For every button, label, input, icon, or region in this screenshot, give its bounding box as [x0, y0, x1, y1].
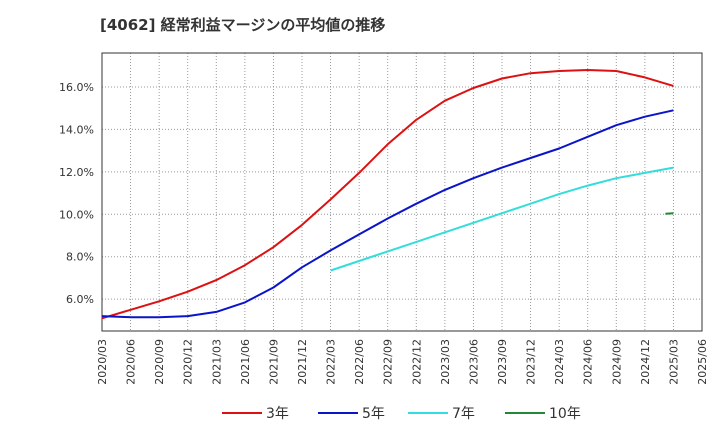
x-tick-label: 2024/06	[582, 339, 595, 385]
y-tick-label: 16.0%	[59, 81, 94, 94]
x-tick-label: 2022/03	[325, 339, 338, 385]
series-line-3	[330, 166, 674, 272]
x-tick-label: 2024/12	[639, 339, 652, 385]
x-tick-label: 2023/06	[467, 339, 480, 385]
y-axis: 6.0% 8.0% 10.0% 12.0% 14.0% 16.0%	[59, 81, 94, 306]
grid	[102, 53, 702, 331]
legend-label: 7年	[452, 406, 475, 422]
x-tick-label: 2023/12	[525, 339, 538, 385]
x-axis: 2020/03 2020/06 2020/09 2020/12 2021/03 2021/…	[96, 339, 709, 385]
legend-label: 3年	[266, 406, 289, 422]
x-tick-label: 2021/03	[210, 339, 223, 385]
x-tick-label: 2020/09	[153, 339, 166, 385]
x-tick-label: 2021/09	[267, 339, 280, 385]
series-line-4	[665, 212, 674, 215]
plot-area	[101, 52, 703, 332]
y-tick-label: 10.0%	[59, 208, 94, 221]
series-line-1	[101, 69, 674, 320]
chart-title: [4062] 経常利益マージンの平均値の推移	[100, 16, 385, 34]
x-tick-label: 2025/06	[696, 339, 709, 385]
x-tick-label: 2020/12	[182, 339, 195, 385]
x-tick-label: 2023/09	[496, 339, 509, 385]
y-tick-label: 6.0%	[66, 293, 94, 306]
x-tick-label: 2024/09	[610, 339, 623, 385]
y-tick-label: 12.0%	[59, 166, 94, 179]
x-tick-label: 2023/03	[439, 339, 452, 385]
x-tick-label: 2022/06	[353, 339, 366, 385]
x-tick-label: 2021/06	[239, 339, 252, 385]
x-tick-label: 2020/06	[125, 339, 138, 385]
x-tick-label: 2021/12	[296, 339, 309, 385]
x-tick-label: 2024/03	[553, 339, 566, 385]
legend-label: 5年	[362, 406, 385, 422]
x-tick-label: 2025/03	[667, 339, 680, 385]
legend-label: 10年	[549, 406, 581, 422]
legend: 3年 5年 7年 10年	[222, 406, 581, 422]
series-lines	[101, 69, 674, 320]
y-tick-label: 8.0%	[66, 251, 94, 264]
x-tick-label: 2022/09	[382, 339, 395, 385]
x-tick-label: 2020/03	[96, 339, 109, 385]
series-line-2	[101, 109, 674, 319]
x-tick-label: 2022/12	[410, 339, 423, 385]
y-tick-label: 14.0%	[59, 123, 94, 136]
